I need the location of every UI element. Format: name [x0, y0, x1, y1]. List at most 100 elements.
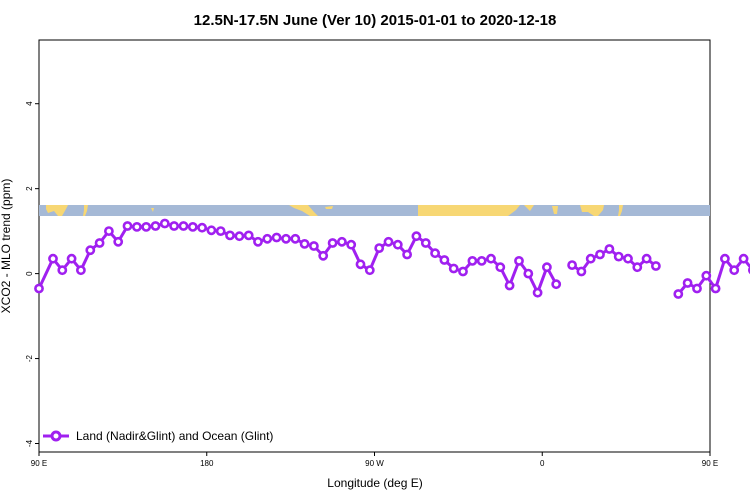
data-point — [523, 268, 534, 279]
data-point — [159, 218, 170, 229]
legend-marker — [50, 430, 62, 442]
y-axis: -4 -2 0 2 4 — [25, 101, 39, 447]
data-point — [467, 255, 478, 266]
data-point — [131, 221, 142, 232]
x-tick-label: 90 W — [365, 459, 384, 468]
land-masses — [46, 205, 623, 216]
land-mass-caribbean — [325, 206, 333, 209]
data-point — [169, 221, 179, 231]
data-point — [318, 250, 329, 261]
data-point — [392, 239, 403, 250]
x-axis-label: Longitude (deg E) — [327, 476, 422, 490]
data-point — [720, 253, 730, 264]
land-mass-india — [552, 206, 558, 214]
data-point — [585, 253, 596, 264]
data-point — [374, 243, 385, 253]
data-point — [215, 226, 226, 236]
data-point — [641, 253, 652, 264]
data-point — [308, 241, 319, 251]
data-point — [187, 221, 198, 232]
data-point — [738, 253, 749, 264]
chart-title: 12.5N-17.5N June (Ver 10) 2015-01-01 to … — [194, 12, 557, 29]
legend-label: Land (Nadir&Glint) and Ocean (Glint) — [76, 429, 273, 443]
data-point — [576, 266, 587, 277]
land-mass-africa — [418, 205, 520, 216]
data-point — [253, 236, 263, 247]
data-point — [113, 236, 124, 247]
land-mass-asia-east — [580, 205, 604, 216]
data-point — [701, 270, 712, 281]
data-point — [595, 249, 605, 260]
data-point — [420, 238, 431, 248]
data-point — [613, 251, 624, 262]
y-tick-label: 0 — [25, 271, 34, 276]
data-point — [197, 222, 207, 233]
land-mass-asia — [46, 205, 68, 216]
data-point — [290, 233, 301, 244]
data-point — [355, 259, 366, 270]
world-map-strip — [39, 205, 710, 216]
data-point — [604, 244, 615, 254]
data-point — [532, 287, 543, 298]
land-mass-indochina-east — [618, 205, 623, 216]
data-point — [567, 260, 577, 270]
data-point — [430, 248, 440, 259]
data-point — [34, 283, 44, 294]
land-mass-mexico — [289, 205, 318, 216]
data-point — [122, 221, 133, 231]
data-point — [682, 278, 693, 288]
data-point — [383, 236, 394, 247]
data-point — [729, 265, 740, 276]
data-point — [673, 289, 684, 299]
data-point — [495, 262, 506, 273]
y-tick-label: -4 — [25, 439, 34, 447]
data-point — [514, 255, 524, 266]
data-point — [234, 231, 245, 242]
land-mass-pacific-island — [151, 208, 154, 212]
data-point — [458, 266, 468, 277]
data-point — [336, 236, 347, 247]
data-point — [141, 221, 152, 232]
data-point — [225, 230, 235, 241]
data-point — [271, 232, 282, 243]
data-point — [439, 255, 450, 265]
x-tick-label: 0 — [540, 459, 545, 468]
series-layer — [34, 218, 750, 299]
data-point — [411, 231, 422, 242]
x-tick-label: 180 — [200, 459, 214, 468]
land-mass-arabia — [524, 205, 534, 211]
data-point — [364, 265, 375, 276]
data-point — [85, 245, 96, 256]
data-point — [486, 253, 496, 264]
data-point — [66, 253, 77, 264]
data-point — [632, 262, 643, 273]
data-point — [104, 226, 114, 236]
y-axis-label: XCO2 - MLO trend (ppm) — [0, 179, 13, 314]
data-point — [651, 261, 661, 271]
data-point — [206, 225, 217, 236]
data-point — [551, 279, 562, 290]
x-tick-label: 90 E — [31, 459, 47, 468]
land-mass-indochina — [83, 205, 88, 216]
data-point — [402, 249, 412, 260]
data-point — [327, 238, 338, 248]
data-point — [57, 265, 68, 276]
data-point — [692, 283, 702, 294]
data-point — [476, 255, 487, 266]
x-axis: 90 E 180 90 W 0 90 E — [31, 452, 718, 468]
data-point — [710, 283, 721, 294]
data-point — [94, 238, 105, 248]
data-point — [504, 280, 515, 291]
y-tick-label: -2 — [25, 354, 34, 362]
series-line — [677, 257, 750, 295]
data-point — [448, 263, 459, 274]
legend: Land (Nadir&Glint) and Ocean (Glint) — [43, 429, 273, 443]
data-point — [281, 233, 291, 244]
data-point — [150, 221, 161, 231]
data-point — [262, 233, 273, 244]
data-point — [76, 265, 86, 276]
y-tick-label: 4 — [25, 101, 34, 106]
data-point — [542, 262, 552, 273]
data-point — [178, 221, 189, 231]
